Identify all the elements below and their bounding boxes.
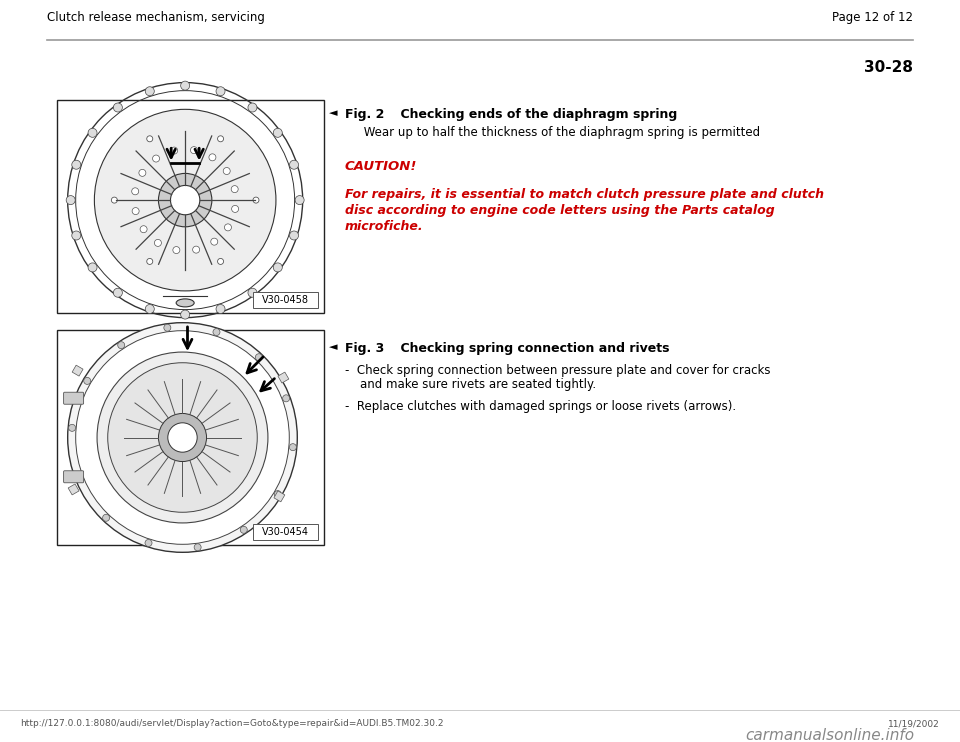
Circle shape — [290, 231, 299, 240]
Circle shape — [147, 136, 153, 142]
Text: 11/19/2002: 11/19/2002 — [888, 720, 940, 729]
Circle shape — [88, 263, 97, 272]
Circle shape — [145, 87, 155, 96]
Circle shape — [72, 160, 81, 169]
Text: ◄: ◄ — [328, 108, 337, 118]
Circle shape — [145, 304, 155, 313]
Circle shape — [153, 155, 159, 162]
Circle shape — [66, 196, 75, 205]
Circle shape — [248, 288, 257, 298]
Text: -  Check spring connection between pressure plate and cover for cracks: - Check spring connection between pressu… — [345, 364, 771, 377]
Text: disc according to engine code letters using the Parts catalog: disc according to engine code letters us… — [345, 204, 775, 217]
Circle shape — [139, 169, 146, 177]
Circle shape — [171, 186, 200, 214]
Circle shape — [248, 103, 257, 112]
Text: Page 12 of 12: Page 12 of 12 — [832, 11, 913, 24]
Circle shape — [113, 103, 122, 112]
Circle shape — [213, 329, 220, 335]
Circle shape — [211, 238, 218, 245]
Circle shape — [275, 490, 281, 498]
Circle shape — [88, 128, 97, 137]
Text: V30-0458: V30-0458 — [262, 295, 309, 305]
Bar — [57, 100, 324, 313]
Circle shape — [168, 423, 197, 452]
Text: Checking spring connection and rivets: Checking spring connection and rivets — [383, 342, 669, 355]
Circle shape — [290, 160, 299, 169]
Circle shape — [158, 413, 206, 462]
Text: microfiche.: microfiche. — [345, 220, 423, 233]
Circle shape — [282, 395, 290, 402]
Circle shape — [224, 168, 230, 174]
FancyBboxPatch shape — [63, 470, 84, 483]
Bar — [57, 330, 324, 545]
Text: carmanualsonline.info: carmanualsonline.info — [745, 727, 915, 742]
Circle shape — [253, 197, 259, 203]
Circle shape — [97, 352, 268, 523]
Circle shape — [274, 128, 282, 137]
Text: http://127.0.0.1:8080/audi/servlet/Display?action=Goto&type=repair&id=AUDI.B5.TM: http://127.0.0.1:8080/audi/servlet/Displ… — [20, 720, 444, 729]
Text: Clutch release mechanism, servicing: Clutch release mechanism, servicing — [47, 11, 265, 24]
Circle shape — [132, 208, 139, 214]
Circle shape — [255, 354, 262, 361]
Circle shape — [216, 304, 225, 313]
Circle shape — [209, 154, 216, 161]
Text: 30-28: 30-28 — [864, 61, 913, 76]
Circle shape — [67, 323, 298, 552]
Circle shape — [94, 109, 276, 291]
Text: Wear up to half the thickness of the diaphragm spring is permitted: Wear up to half the thickness of the dia… — [345, 126, 760, 139]
Text: Fig. 2: Fig. 2 — [345, 108, 384, 121]
Ellipse shape — [177, 299, 194, 307]
Circle shape — [231, 206, 239, 212]
Circle shape — [216, 87, 225, 96]
Circle shape — [194, 544, 202, 551]
Circle shape — [274, 263, 282, 272]
Circle shape — [155, 240, 161, 246]
Text: and make sure rivets are seated tightly.: and make sure rivets are seated tightly. — [345, 378, 596, 391]
Circle shape — [173, 246, 180, 254]
Circle shape — [171, 147, 178, 154]
Circle shape — [132, 188, 138, 195]
Circle shape — [108, 363, 257, 512]
Text: V30-0454: V30-0454 — [262, 527, 309, 537]
Circle shape — [147, 258, 153, 264]
Circle shape — [218, 136, 224, 142]
Circle shape — [295, 196, 304, 205]
Circle shape — [180, 81, 190, 90]
Bar — [72, 365, 84, 376]
Circle shape — [75, 473, 83, 480]
Circle shape — [180, 310, 190, 319]
Circle shape — [240, 526, 248, 533]
Circle shape — [193, 246, 200, 253]
Circle shape — [158, 174, 212, 227]
Circle shape — [145, 539, 152, 546]
Text: Checking ends of the diaphragm spring: Checking ends of the diaphragm spring — [383, 108, 677, 121]
Circle shape — [190, 147, 198, 154]
Bar — [253, 524, 318, 540]
Circle shape — [218, 258, 224, 264]
Circle shape — [289, 444, 297, 450]
Circle shape — [111, 197, 117, 203]
Circle shape — [164, 324, 171, 331]
Bar — [274, 491, 285, 502]
Text: ◄: ◄ — [328, 342, 337, 352]
Text: -  Replace clutches with damaged springs or loose rivets (arrows).: - Replace clutches with damaged springs … — [345, 400, 736, 413]
FancyBboxPatch shape — [63, 393, 84, 404]
Circle shape — [140, 226, 147, 233]
Circle shape — [72, 231, 81, 240]
Bar — [68, 484, 79, 495]
Circle shape — [84, 378, 91, 384]
Bar — [277, 372, 289, 383]
Text: For repairs, it is essential to match clutch pressure plate and clutch: For repairs, it is essential to match cl… — [345, 188, 824, 201]
Circle shape — [113, 288, 122, 298]
Bar — [253, 292, 318, 308]
Circle shape — [68, 424, 76, 431]
Circle shape — [231, 186, 238, 193]
Circle shape — [76, 331, 289, 545]
Text: CAUTION!: CAUTION! — [345, 160, 418, 173]
Circle shape — [225, 224, 231, 231]
Circle shape — [103, 514, 109, 522]
Circle shape — [118, 341, 125, 349]
Text: Fig. 3: Fig. 3 — [345, 342, 384, 355]
